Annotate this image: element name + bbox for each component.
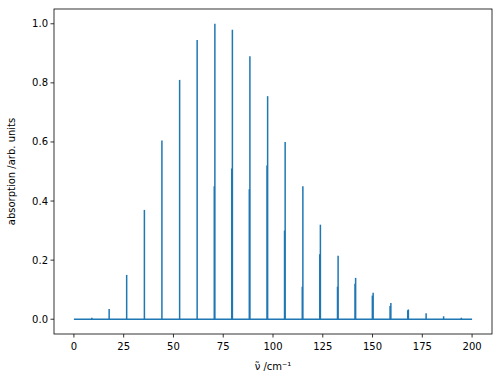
y-tick-label: 0.0 <box>32 314 48 325</box>
spectral-line <box>126 275 128 319</box>
y-tick-label: 0.4 <box>32 196 48 207</box>
spectral-line <box>407 310 409 319</box>
x-tick <box>173 334 174 338</box>
x-tick <box>422 334 423 338</box>
spectral-line <box>390 303 392 319</box>
x-axis-label: ν̃ /cm⁻¹ <box>255 361 292 372</box>
spectral-line <box>144 210 146 319</box>
spectral-line <box>249 56 251 319</box>
spectral-line <box>372 293 374 320</box>
chart: 0 25 50 75 100 125 150 175 200 0.0 0.2 0.4 0.6 0.8 1.0… <box>0 0 500 386</box>
spectral-line <box>408 309 410 319</box>
spectral-line <box>443 316 445 319</box>
y-tick <box>51 23 55 24</box>
x-tick <box>372 334 373 338</box>
x-tick <box>472 334 473 338</box>
y-tick <box>51 141 55 142</box>
spectral-line <box>461 318 463 319</box>
y-axis-label: absorption /arb. units <box>6 118 17 226</box>
y-tick-label: 1.0 <box>32 18 48 29</box>
x-tick <box>273 334 274 338</box>
y-tick <box>51 260 55 261</box>
spectral-line <box>214 24 216 319</box>
x-tick <box>322 334 323 338</box>
spectral-line <box>232 30 234 320</box>
y-tick <box>51 201 55 202</box>
x-tick-label: 0 <box>71 341 77 352</box>
x-tick-label: 175 <box>413 341 432 352</box>
spectral-line <box>196 40 198 319</box>
spectral-line <box>161 140 163 319</box>
spectral-line <box>302 186 304 319</box>
x-tick-label: 25 <box>117 341 130 352</box>
spectral-line <box>355 278 357 319</box>
spectral-line <box>179 80 181 319</box>
y-tick <box>51 82 55 83</box>
x-tick-label: 100 <box>263 341 282 352</box>
x-tick <box>223 334 224 338</box>
spectral-line <box>425 313 427 319</box>
axes-frame <box>54 9 492 334</box>
x-tick-label: 150 <box>363 341 382 352</box>
x-tick <box>73 334 74 338</box>
plot-area <box>74 24 472 319</box>
spectral-line <box>337 256 339 320</box>
y-tick-label: 0.6 <box>32 136 48 147</box>
x-tick-label: 75 <box>217 341 230 352</box>
spectral-line <box>320 225 322 320</box>
x-tick <box>123 334 124 338</box>
spectral-line <box>108 309 110 319</box>
spectral-line <box>91 318 93 319</box>
y-tick <box>51 319 55 320</box>
x-tick-label: 125 <box>313 341 332 352</box>
baseline <box>74 318 472 320</box>
spectral-line <box>284 142 286 319</box>
y-tick-label: 0.2 <box>32 255 48 266</box>
spectral-line <box>267 96 269 319</box>
x-tick-label: 50 <box>167 341 180 352</box>
y-tick-label: 0.8 <box>32 77 48 88</box>
x-tick-label: 200 <box>463 341 482 352</box>
